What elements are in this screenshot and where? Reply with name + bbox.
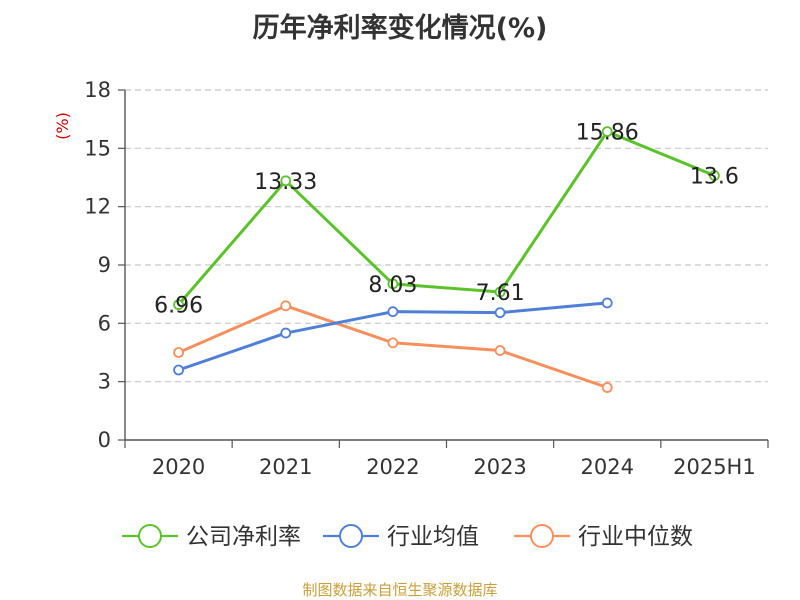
- data-point: [387, 337, 399, 349]
- data-point: [173, 364, 184, 376]
- source-note: 制图数据来自恒生聚源数据库: [302, 581, 498, 599]
- data-point: [494, 307, 506, 319]
- gridlines: [125, 89, 768, 383]
- y-tick-label: 0: [98, 428, 111, 452]
- y-tick-label: 9: [98, 253, 111, 277]
- y-tick-label: 18: [84, 78, 111, 102]
- y-tick-label: 3: [98, 370, 111, 394]
- x-tick-label: 2021: [259, 455, 312, 479]
- data-point: [280, 175, 292, 187]
- legend-marker: [138, 524, 162, 548]
- x-tick-label: 2020: [152, 455, 205, 479]
- data-point: [601, 126, 613, 138]
- legend-label[interactable]: 行业均值: [387, 524, 479, 550]
- data-point: [387, 278, 399, 290]
- data-label: 13.33: [254, 170, 317, 195]
- data-point: [601, 297, 613, 309]
- series-layer: [173, 126, 720, 393]
- data-label: 13.6: [690, 165, 739, 190]
- y-tick-label: 15: [84, 136, 111, 160]
- data-labels: 6.96 13.33 8.03 7.61 15.86 13.6: [154, 121, 739, 319]
- data-point: [387, 306, 399, 318]
- legend-marker: [339, 524, 363, 548]
- legend-label[interactable]: 公司净利率: [186, 524, 301, 550]
- x-tick-label: 2024: [581, 455, 634, 479]
- data-point: [494, 286, 506, 298]
- y-tick-label: 6: [98, 311, 111, 335]
- data-point: [280, 300, 292, 312]
- data-point: [494, 345, 506, 356]
- x-tick-label: 2025H1: [673, 455, 756, 479]
- y-axis-unit: (%): [53, 112, 72, 140]
- legend-label[interactable]: 行业中位数: [578, 524, 693, 550]
- x-tick-label: 2023: [473, 455, 526, 479]
- axes: 0 3 6 9 12 15 18 2020 2021 2022 2023 2024 2025H1 (%): [53, 78, 769, 479]
- legend: 公司净利率 行业均值 行业中位数: [122, 524, 693, 550]
- data-label: 8.03: [368, 273, 417, 298]
- data-point: [173, 347, 184, 358]
- legend-marker: [530, 524, 554, 548]
- data-point: [601, 382, 613, 393]
- data-point: [709, 170, 720, 181]
- data-label: 6.96: [154, 294, 203, 319]
- data-label: 15.86: [576, 121, 639, 146]
- chart-title: 历年净利率变化情况(%): [252, 13, 548, 44]
- series-line: [177, 130, 715, 306]
- x-tick-label: 2022: [366, 455, 419, 479]
- y-tick-label: 12: [84, 195, 111, 219]
- data-point: [173, 299, 184, 311]
- data-label: 7.61: [476, 281, 525, 306]
- data-point: [280, 327, 292, 339]
